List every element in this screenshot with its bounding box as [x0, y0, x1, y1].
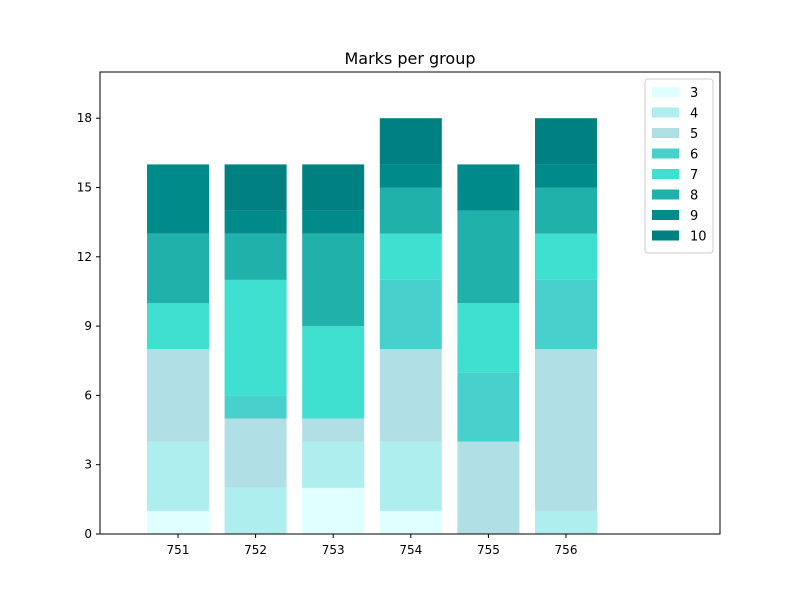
- bar-segment-755-5: [457, 441, 520, 534]
- bar-segment-753-9: [302, 210, 365, 234]
- bar-segment-756-5: [535, 349, 597, 511]
- y-tick-label: 0: [84, 527, 92, 541]
- x-tick-label: 753: [322, 543, 345, 557]
- plot-frame: [99, 71, 721, 535]
- bar-segment-754-3: [379, 510, 442, 534]
- bar-segment-751-9: [147, 164, 209, 234]
- y-tick-label: 15: [77, 181, 92, 195]
- bar-segment-751-4: [147, 441, 209, 511]
- y-tick-label: 18: [77, 111, 92, 125]
- bar-segments: [147, 118, 597, 534]
- legend-label-8: 8: [690, 189, 698, 204]
- bar-segment-752-8: [224, 233, 287, 280]
- x-tick-label: 755: [477, 543, 500, 557]
- bar-segment-755-7: [457, 303, 520, 373]
- legend-swatch-10: [652, 230, 679, 241]
- x-axis: 751 752 753 754 755 756: [167, 534, 578, 557]
- bar-segment-753-7: [302, 326, 365, 419]
- bar-segment-753-4: [302, 441, 365, 488]
- legend-swatch-3: [652, 87, 679, 97]
- bar-segment-754-10: [379, 118, 442, 165]
- bar-segment-754-5: [379, 349, 442, 442]
- y-tick-label: 9: [84, 319, 92, 333]
- legend-swatch-6: [652, 148, 679, 159]
- x-tick-label: 754: [399, 543, 422, 557]
- legend-label-9: 9: [690, 209, 698, 224]
- legend: 3 4 5 6 7 8 9 10: [644, 78, 714, 254]
- bar-segment-755-9: [457, 164, 520, 211]
- bar-segment-751-5: [147, 349, 209, 442]
- bar-segment-751-8: [147, 233, 209, 303]
- legend-label-5: 5: [690, 127, 698, 142]
- bar-segment-755-8: [457, 210, 520, 303]
- chart-title: Marks per group: [344, 49, 475, 68]
- bar-segment-754-4: [379, 441, 442, 511]
- bar-segment-752-9: [224, 210, 287, 234]
- legend-label-3: 3: [690, 86, 698, 101]
- legend-swatch-9: [652, 210, 679, 220]
- y-tick-label: 12: [77, 250, 92, 264]
- bar-segment-754-8: [379, 187, 442, 234]
- bar-segment-751-7: [147, 303, 209, 350]
- x-tick-label: 756: [555, 543, 578, 557]
- bar-segment-752-5: [224, 418, 287, 488]
- x-tick-label: 751: [167, 543, 190, 557]
- bar-segment-756-7: [535, 233, 597, 280]
- y-axis: 0 3 6 9 12 15 18: [77, 111, 100, 541]
- bar-segment-753-3: [302, 487, 365, 534]
- bar-segment-755-6: [457, 372, 520, 442]
- bar-segment-751-3: [147, 510, 209, 534]
- bar-segment-754-7: [379, 233, 442, 280]
- bar-segment-753-5: [302, 418, 365, 442]
- legend-label-10: 10: [690, 230, 707, 245]
- legend-label-7: 7: [690, 168, 698, 183]
- bar-segment-756-10: [535, 118, 597, 165]
- bar-segment-752-7: [224, 279, 287, 396]
- bar-segment-756-9: [535, 164, 597, 188]
- bar-segment-752-10: [224, 164, 287, 211]
- legend-label-4: 4: [690, 107, 698, 122]
- bar-segment-754-6: [379, 279, 442, 350]
- bar-segment-756-4: [535, 510, 597, 534]
- x-tick-label: 752: [244, 543, 267, 557]
- legend-swatch-7: [652, 169, 679, 179]
- legend-label-6: 6: [690, 148, 698, 163]
- bar-segment-753-8: [302, 233, 365, 327]
- legend-box: [644, 78, 714, 254]
- bar-segment-756-6: [535, 279, 597, 350]
- y-tick-label: 6: [84, 388, 92, 402]
- bar-segment-752-6: [224, 395, 287, 419]
- bar-segment-752-4: [224, 487, 287, 534]
- legend-swatch-5: [652, 128, 679, 138]
- bar-segment-756-8: [535, 187, 597, 234]
- legend-swatch-8: [652, 189, 679, 200]
- bar-segment-753-10: [302, 164, 365, 211]
- y-tick-label: 3: [84, 458, 92, 472]
- legend-swatch-4: [652, 107, 679, 118]
- bar-segment-754-9: [379, 164, 442, 188]
